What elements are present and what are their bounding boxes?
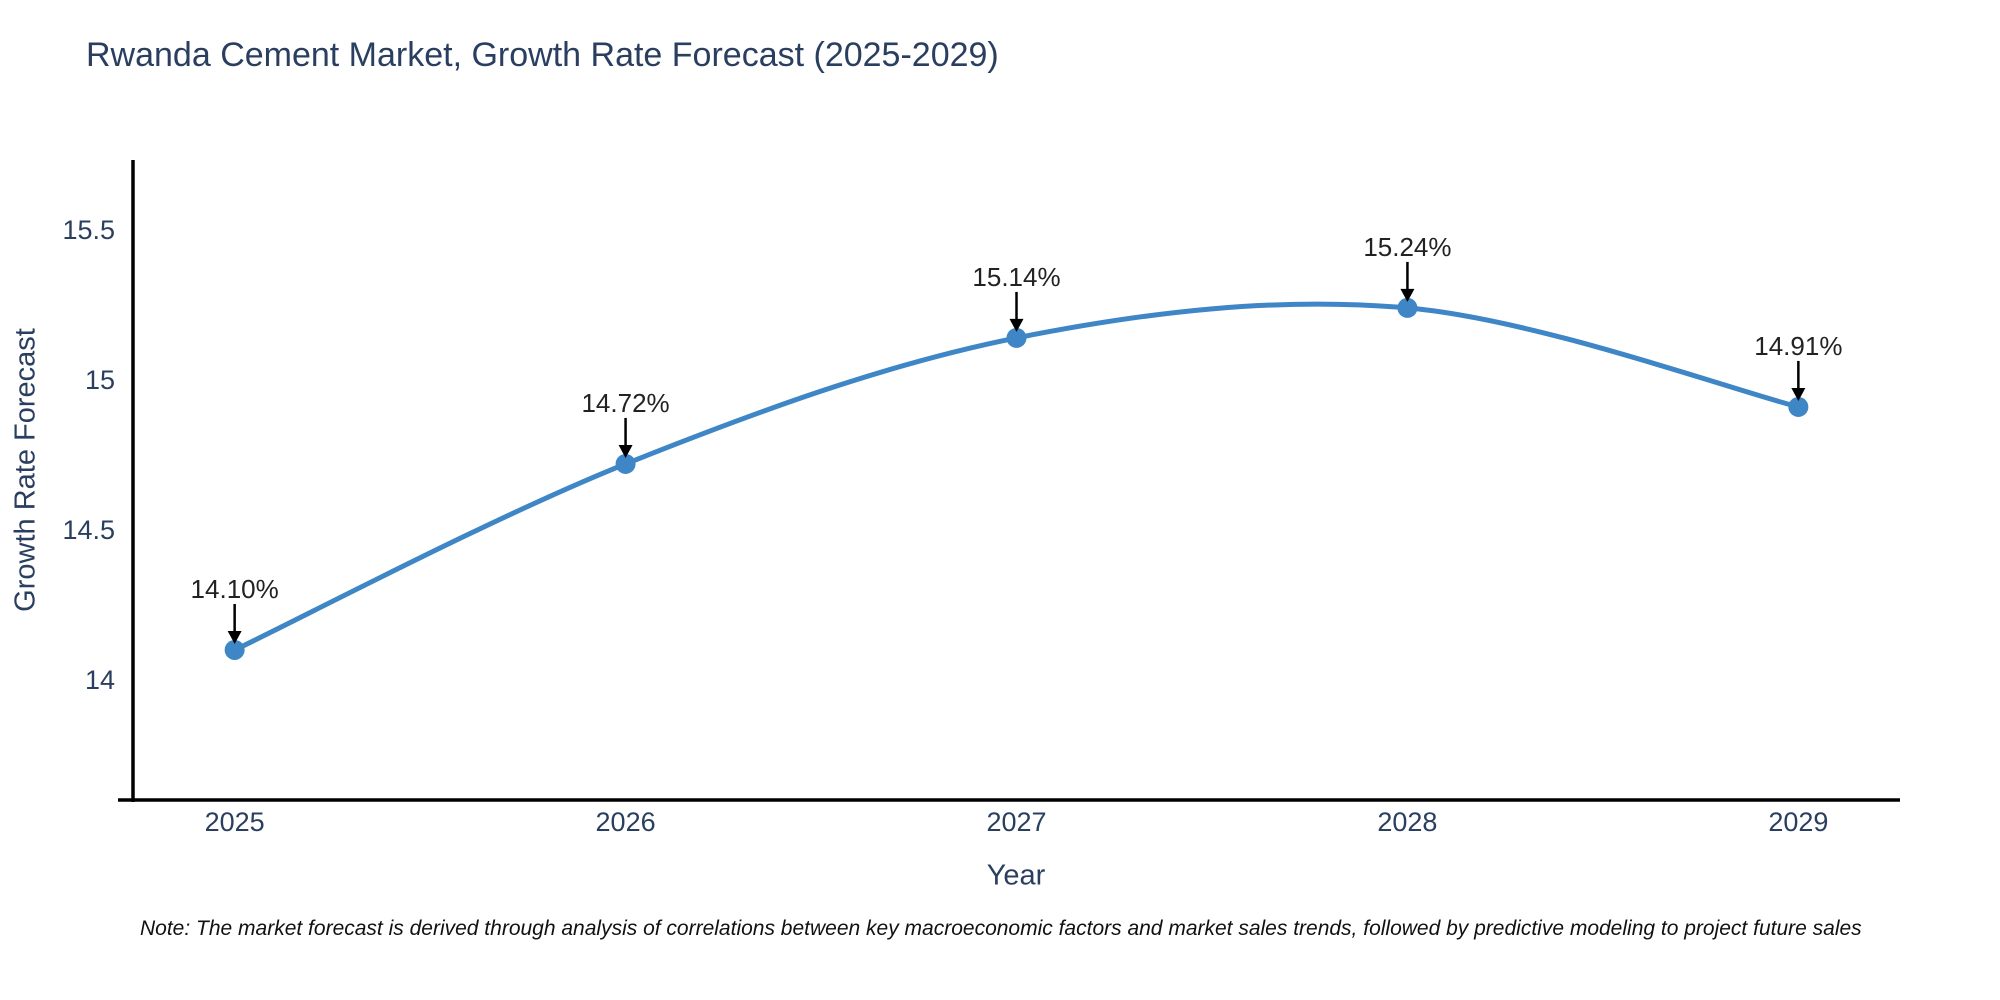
data-point-marker[interactable] [1788, 396, 1809, 417]
series-line [232, 301, 1801, 653]
point-annotation: 14.72% [581, 388, 670, 458]
y-tick-label: 15.5 [62, 215, 115, 245]
annotation-label: 15.14% [972, 262, 1060, 292]
chart-title: Rwanda Cement Market, Growth Rate Foreca… [86, 36, 999, 74]
annotation-label: 14.72% [581, 388, 669, 418]
y-tick-label: 15 [85, 365, 115, 395]
annotation-label: 14.10% [191, 574, 279, 604]
point-annotation: 15.14% [972, 262, 1061, 332]
markers-group [224, 297, 1809, 660]
data-point-marker[interactable] [615, 453, 636, 474]
x-tick-label: 2028 [1377, 807, 1437, 837]
point-annotation: 14.10% [191, 574, 279, 644]
annotation-arrowhead-icon [1009, 318, 1024, 332]
axis-tick-labels: 14 14.5 15 15.5 2025 2026 2027 2028 2029 [62, 215, 1828, 837]
x-axis-title: Year [986, 859, 1046, 892]
y-tick-label: 14 [85, 665, 115, 695]
x-tick-label: 2029 [1768, 807, 1828, 837]
x-tick-label: 2027 [986, 807, 1046, 837]
data-point-marker[interactable] [224, 639, 245, 660]
x-tick-label: 2026 [596, 807, 656, 837]
annotation-label: 15.24% [1363, 232, 1451, 262]
point-annotation: 14.91% [1754, 331, 1842, 401]
annotation-label: 14.91% [1754, 331, 1842, 361]
footnote: Note: The market forecast is derived thr… [140, 917, 1862, 940]
data-point-marker[interactable] [1006, 327, 1027, 348]
annotation-arrowhead-icon [227, 630, 242, 644]
y-tick-label: 14.5 [62, 515, 115, 545]
annotation-arrowhead-icon [1400, 288, 1415, 302]
x-tick-label: 2025 [205, 807, 265, 837]
series-group [232, 301, 1801, 653]
annotation-arrowhead-icon [618, 444, 633, 458]
data-point-marker[interactable] [1397, 297, 1418, 318]
point-annotation: 15.24% [1363, 232, 1452, 302]
axes [118, 160, 1900, 802]
annotations-group: 14.10% 14.72% 15.14% 15.24% 14.91% [191, 232, 1842, 644]
annotation-arrowhead-icon [1791, 387, 1806, 401]
